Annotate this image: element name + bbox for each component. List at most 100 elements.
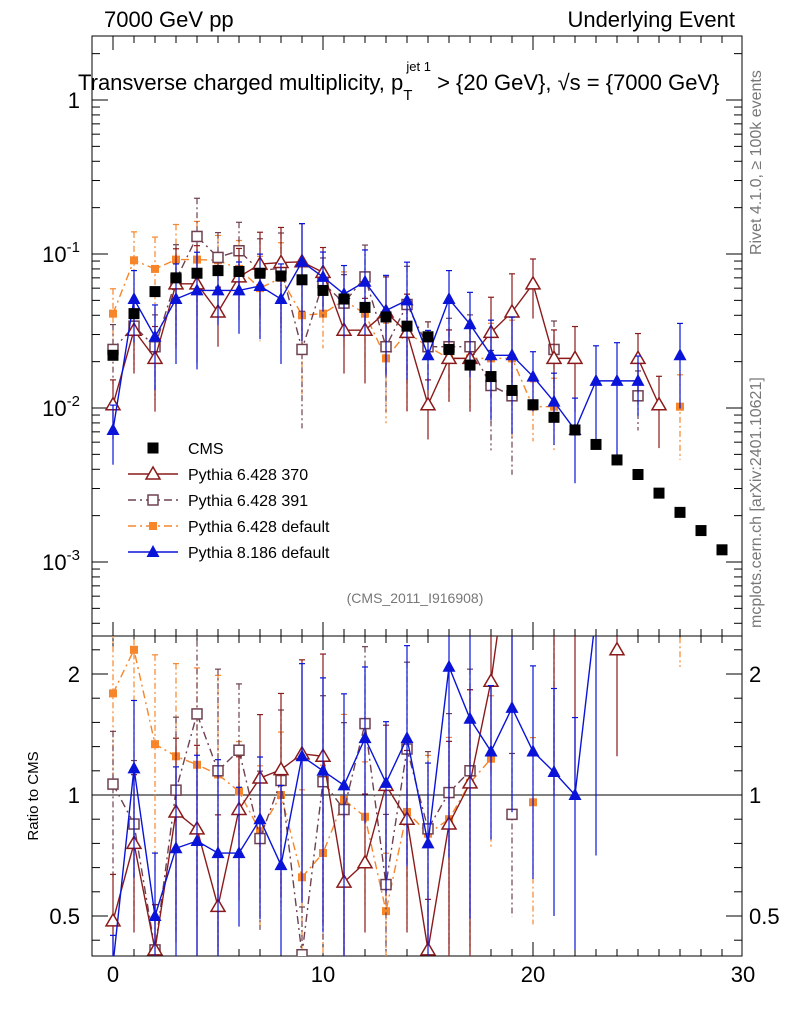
series-line-p391 [113,236,638,395]
data-point [274,292,288,305]
data-point [400,731,414,744]
data-point [440,349,458,365]
data-point [463,317,477,330]
data-point [380,311,392,323]
legend-label: Pythia 8.186 default [188,545,330,562]
y-tick-label: 10-3 [42,547,80,575]
data-point [379,775,393,788]
data-point [400,293,414,306]
data-point [296,343,308,356]
data-point [524,275,542,290]
ratio-line-p8def [113,636,595,956]
data-point [253,278,267,291]
data-point [319,309,327,318]
data-point [422,331,434,343]
data-point [674,506,686,518]
data-point [610,373,624,386]
data-point [526,171,540,183]
data-point [296,274,308,286]
y-tick-label: 10-1 [42,239,80,267]
plot-title-main: Transverse charged multiplicity, p [78,70,403,95]
data-point [421,836,435,849]
data-point [127,761,141,774]
data-point [275,270,287,282]
ratio-series-p8def [110,636,597,956]
data-point [506,384,518,396]
data-point [316,763,330,776]
data-point [442,292,456,305]
y-tick-label: 1 [68,88,80,113]
data-point [190,283,204,296]
main-series-group [104,197,728,556]
plot-title-rest: > {20 GeV}, √s = {7000 GeV} [431,70,720,95]
data-point [547,765,561,778]
data-point [382,907,390,916]
data-point [611,454,623,466]
data-point [211,846,225,859]
legend-item-p370: Pythia 6.428 370 [128,465,308,484]
data-point [505,522,519,534]
data-point [358,274,372,287]
legend-label: CMS [188,441,224,458]
series-p6def [109,220,684,460]
legend-item-p6def: Pythia 6.428 default [128,519,330,536]
data-point [212,265,224,277]
data-point [631,373,645,386]
x-tick-label: 0 [107,962,119,987]
data-point [527,399,539,411]
ratio-series-group [104,171,684,956]
x-tick-label: 30 [731,962,755,987]
analysis-id-label: (CMS_2011_I916908) [347,590,484,606]
data-point [526,369,540,382]
data-point [482,672,500,688]
data-point [170,272,182,284]
legend-label: Pythia 6.428 default [188,519,330,536]
data-point [147,494,159,506]
data-point [296,948,308,956]
data-point [545,349,563,365]
legend-item-p8def: Pythia 8.186 default [128,545,330,562]
data-point [359,301,371,313]
plot-title: Transverse charged multiplicity, pTjet 1… [78,59,720,104]
data-point [232,283,246,296]
data-point [463,711,477,724]
data-point [568,558,582,570]
header-left: 7000 GeV pp [104,7,234,32]
data-point [568,788,582,800]
data-point [650,396,668,411]
data-point [107,778,119,790]
data-point [146,545,160,557]
data-point [191,267,203,279]
data-point [191,230,203,243]
data-point [254,267,266,279]
data-point [503,303,521,318]
data-point [147,442,159,454]
ratio-y-tick-label-right: 0.5 [749,904,780,929]
series-p391 [107,197,644,475]
data-point [316,269,330,282]
data-point [295,749,309,762]
data-point [148,329,162,342]
data-point [130,256,138,265]
data-point [464,359,476,371]
data-point [232,846,246,859]
rivet-version-label: Rivet 4.1.0, ≥ 100k events [748,70,765,255]
data-point [485,371,497,383]
ratio-y-tick-label: 0.5 [49,904,80,929]
data-point [673,348,687,361]
data-point [190,833,204,846]
data-point [272,761,290,776]
data-point [421,348,435,361]
data-point [569,424,581,436]
data-point [442,659,456,672]
ratio-ylabel: Ratio to CMS [25,751,42,840]
x-tick-label: 10 [311,962,335,987]
legend-label: Pythia 6.428 391 [188,493,308,510]
data-point [505,348,519,361]
data-point [191,708,203,720]
data-point [274,858,288,871]
data-point [130,645,138,654]
y-tick-label: 10-2 [42,393,80,421]
data-point [104,912,122,927]
